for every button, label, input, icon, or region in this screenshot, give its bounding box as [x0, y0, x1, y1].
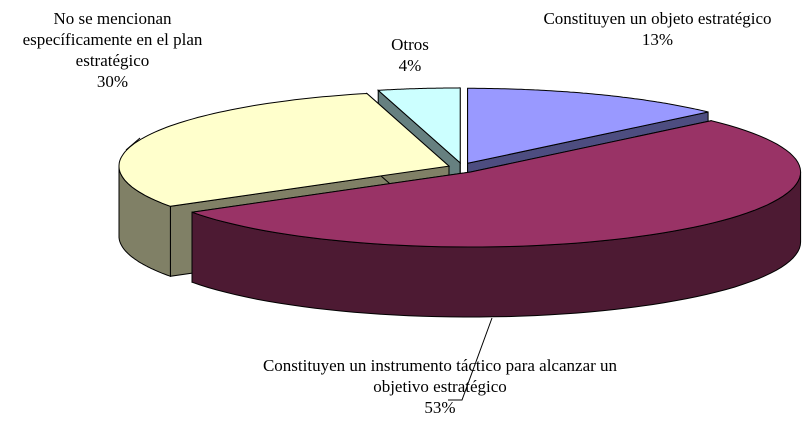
value-label: 13%	[641, 30, 674, 49]
slice-label: No se mencionan específicamente en el pl…	[22, 9, 203, 70]
leader-line	[125, 137, 141, 151]
slice	[191, 120, 802, 318]
slice-label: Otros	[391, 35, 429, 54]
slice-label: Constituyen un objeto estratégico	[543, 9, 772, 28]
slice-top	[467, 87, 709, 164]
slice-top	[191, 120, 802, 248]
slice-top	[118, 92, 451, 207]
value-label: 4%	[398, 56, 422, 75]
slice-label: Constituyen un instrumento táctico para …	[262, 356, 618, 396]
slice-top	[377, 87, 461, 165]
value-label: 30%	[96, 72, 129, 91]
value-label: 53%	[424, 398, 456, 417]
leader-line	[448, 317, 493, 401]
